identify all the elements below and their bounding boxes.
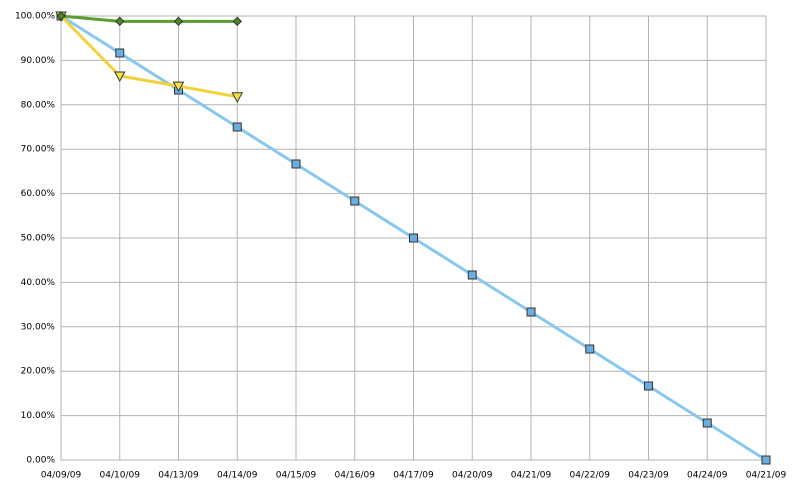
- x-tick-label: 04/22/09: [570, 471, 611, 481]
- data-point: [231, 92, 244, 103]
- y-tick-label: 50.00%: [21, 234, 56, 244]
- y-tick-label: 30.00%: [21, 322, 56, 332]
- x-tick-label: 04/17/09: [393, 471, 434, 481]
- data-point: [56, 11, 66, 21]
- data-point: [232, 16, 242, 27]
- data-point: [232, 122, 242, 132]
- x-tick-label: 04/13/09: [158, 471, 199, 481]
- data-point: [409, 233, 418, 243]
- x-tick-label: 04/20/09: [452, 471, 493, 481]
- data-point: [172, 81, 185, 93]
- x-tick-label: 04/21/09: [746, 471, 787, 481]
- y-tick-label: 0.00%: [26, 456, 55, 466]
- data-point: [467, 270, 477, 280]
- series-line: [59, 14, 238, 99]
- data-point: [644, 381, 653, 391]
- x-tick-label: 04/21/09: [511, 471, 552, 481]
- y-tick-label: 80.00%: [21, 100, 56, 110]
- y-tick-label: 10.00%: [21, 411, 56, 421]
- data-point: [291, 159, 301, 169]
- data-point: [585, 344, 595, 354]
- x-tick-label: 04/24/09: [687, 471, 728, 481]
- data-point: [702, 418, 712, 428]
- data-point: [350, 196, 360, 206]
- y-tick-label: 70.00%: [21, 145, 56, 155]
- x-tick-label: 04/15/09: [276, 471, 317, 481]
- data-point: [526, 307, 536, 317]
- x-tick-label: 04/14/09: [217, 471, 258, 481]
- data-point: [115, 16, 125, 27]
- data-point: [115, 48, 125, 58]
- x-tick-label: 04/23/09: [628, 471, 669, 481]
- y-tick-label: 20.00%: [21, 367, 56, 377]
- x-tick-label: 04/10/09: [100, 471, 141, 481]
- y-tick-label: 60.00%: [21, 189, 56, 199]
- x-tick-label: 04/09/09: [41, 471, 82, 481]
- series-line: [60, 14, 238, 23]
- y-tick-label: 100.00%: [15, 12, 55, 22]
- data-point: [173, 16, 184, 27]
- y-tick-label: 40.00%: [21, 278, 56, 288]
- x-tick-label: 04/16/09: [335, 471, 376, 481]
- data-point: [761, 455, 771, 465]
- data-point: [113, 71, 126, 82]
- y-tick-label: 90.00%: [21, 56, 56, 66]
